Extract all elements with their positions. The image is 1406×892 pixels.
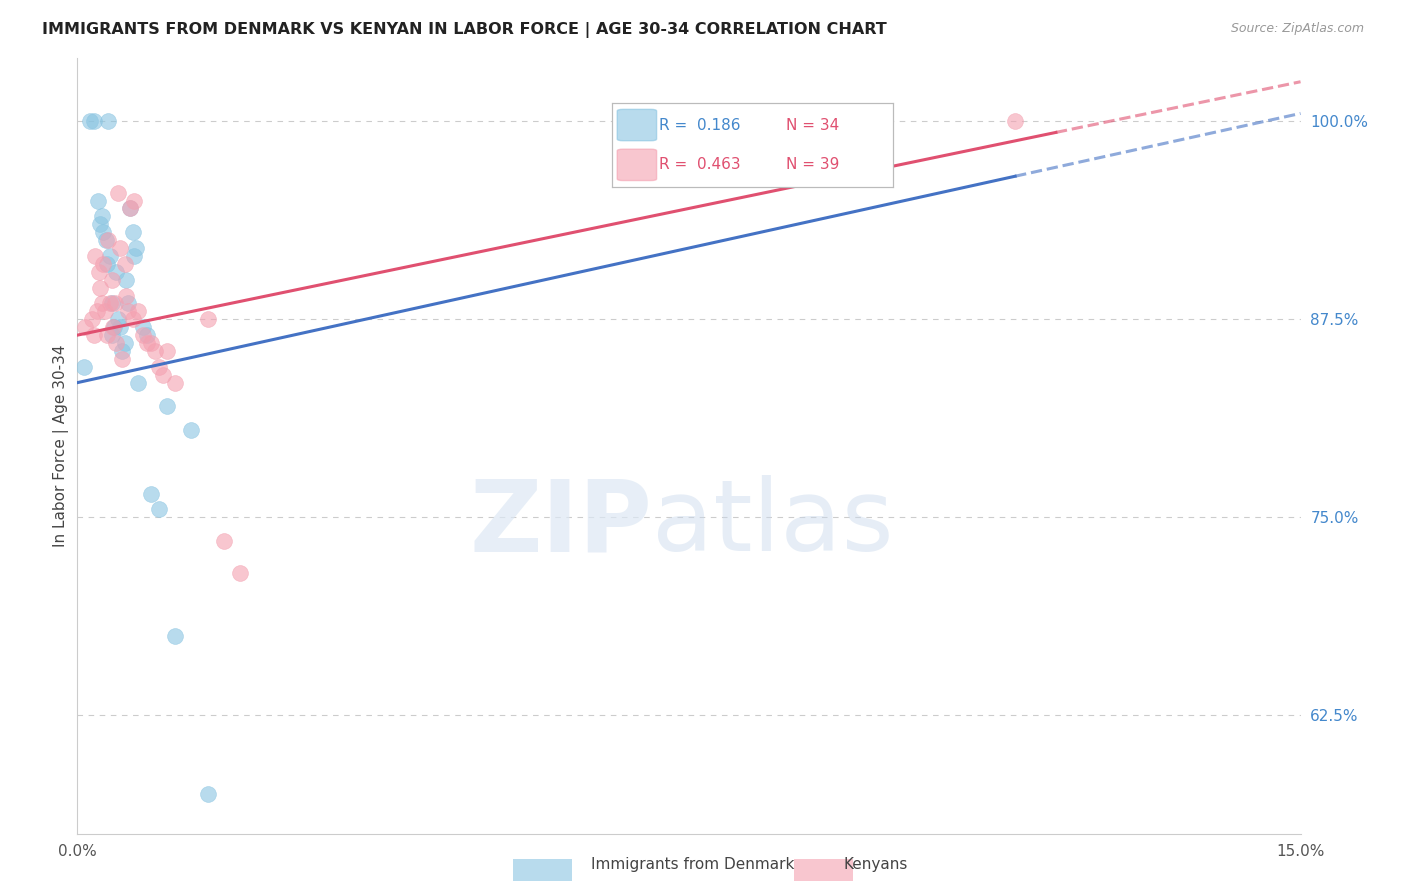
Text: IMMIGRANTS FROM DENMARK VS KENYAN IN LABOR FORCE | AGE 30-34 CORRELATION CHART: IMMIGRANTS FROM DENMARK VS KENYAN IN LAB… — [42, 22, 887, 38]
Point — [131, 320, 153, 334]
Point — [86, 304, 108, 318]
Text: N = 34: N = 34 — [786, 118, 839, 133]
Point — [94, 233, 117, 247]
Point — [103, 320, 125, 334]
FancyBboxPatch shape — [617, 110, 657, 141]
Point — [197, 788, 219, 802]
Point — [117, 304, 139, 318]
Point — [107, 186, 129, 200]
Point — [104, 296, 127, 310]
Point — [1004, 114, 1026, 128]
Point — [97, 233, 120, 247]
Point — [156, 343, 179, 358]
Point — [197, 312, 219, 326]
Point — [117, 296, 139, 310]
Text: N = 39: N = 39 — [786, 157, 839, 172]
Point — [96, 257, 118, 271]
Point — [87, 194, 110, 208]
Point — [120, 202, 142, 216]
Point — [111, 343, 134, 358]
Point — [93, 225, 115, 239]
Point — [96, 328, 118, 343]
Point — [75, 320, 97, 334]
Text: ZIP: ZIP — [470, 475, 652, 572]
Point — [89, 217, 111, 231]
Point — [83, 114, 105, 128]
FancyBboxPatch shape — [617, 149, 657, 180]
Point — [125, 241, 148, 255]
Point — [80, 312, 103, 326]
Point — [127, 376, 149, 390]
Point — [89, 280, 111, 294]
Text: atlas: atlas — [652, 475, 894, 572]
Point — [79, 114, 101, 128]
Point — [121, 225, 143, 239]
Point — [98, 249, 121, 263]
Point — [143, 343, 166, 358]
Text: Source: ZipAtlas.com: Source: ZipAtlas.com — [1230, 22, 1364, 36]
Point — [120, 202, 142, 216]
Point — [165, 376, 187, 390]
Text: Kenyans: Kenyans — [844, 857, 908, 872]
Point — [135, 328, 157, 343]
Point — [108, 320, 131, 334]
Point — [115, 288, 138, 302]
Point — [94, 304, 117, 318]
Point — [156, 400, 179, 414]
Point — [148, 359, 170, 374]
Point — [148, 502, 170, 516]
Point — [108, 241, 131, 255]
Point — [229, 566, 252, 580]
Point — [165, 629, 187, 643]
Point — [152, 368, 174, 382]
Point — [83, 328, 105, 343]
Point — [101, 328, 124, 343]
Text: Immigrants from Denmark: Immigrants from Denmark — [591, 857, 794, 872]
Point — [139, 336, 162, 351]
Point — [114, 336, 136, 351]
Point — [180, 423, 202, 437]
Point — [114, 257, 136, 271]
Point — [84, 249, 107, 263]
Point — [139, 486, 162, 500]
Point — [124, 249, 146, 263]
Point — [127, 304, 149, 318]
Point — [107, 312, 129, 326]
Point — [124, 194, 146, 208]
Point — [90, 296, 112, 310]
Y-axis label: In Labor Force | Age 30-34: In Labor Force | Age 30-34 — [53, 344, 69, 548]
Point — [105, 336, 128, 351]
Text: R =  0.463: R = 0.463 — [659, 157, 741, 172]
Point — [87, 265, 110, 279]
Point — [105, 265, 128, 279]
Point — [115, 273, 138, 287]
Point — [97, 114, 120, 128]
Point — [73, 359, 96, 374]
Point — [121, 312, 143, 326]
Point — [100, 273, 122, 287]
Point — [103, 320, 125, 334]
Point — [212, 534, 235, 549]
Point — [93, 257, 115, 271]
Point — [135, 336, 157, 351]
Text: R =  0.186: R = 0.186 — [659, 118, 741, 133]
Point — [100, 296, 122, 310]
Point — [98, 296, 121, 310]
Point — [90, 210, 112, 224]
Point — [111, 351, 134, 366]
Point — [131, 328, 153, 343]
